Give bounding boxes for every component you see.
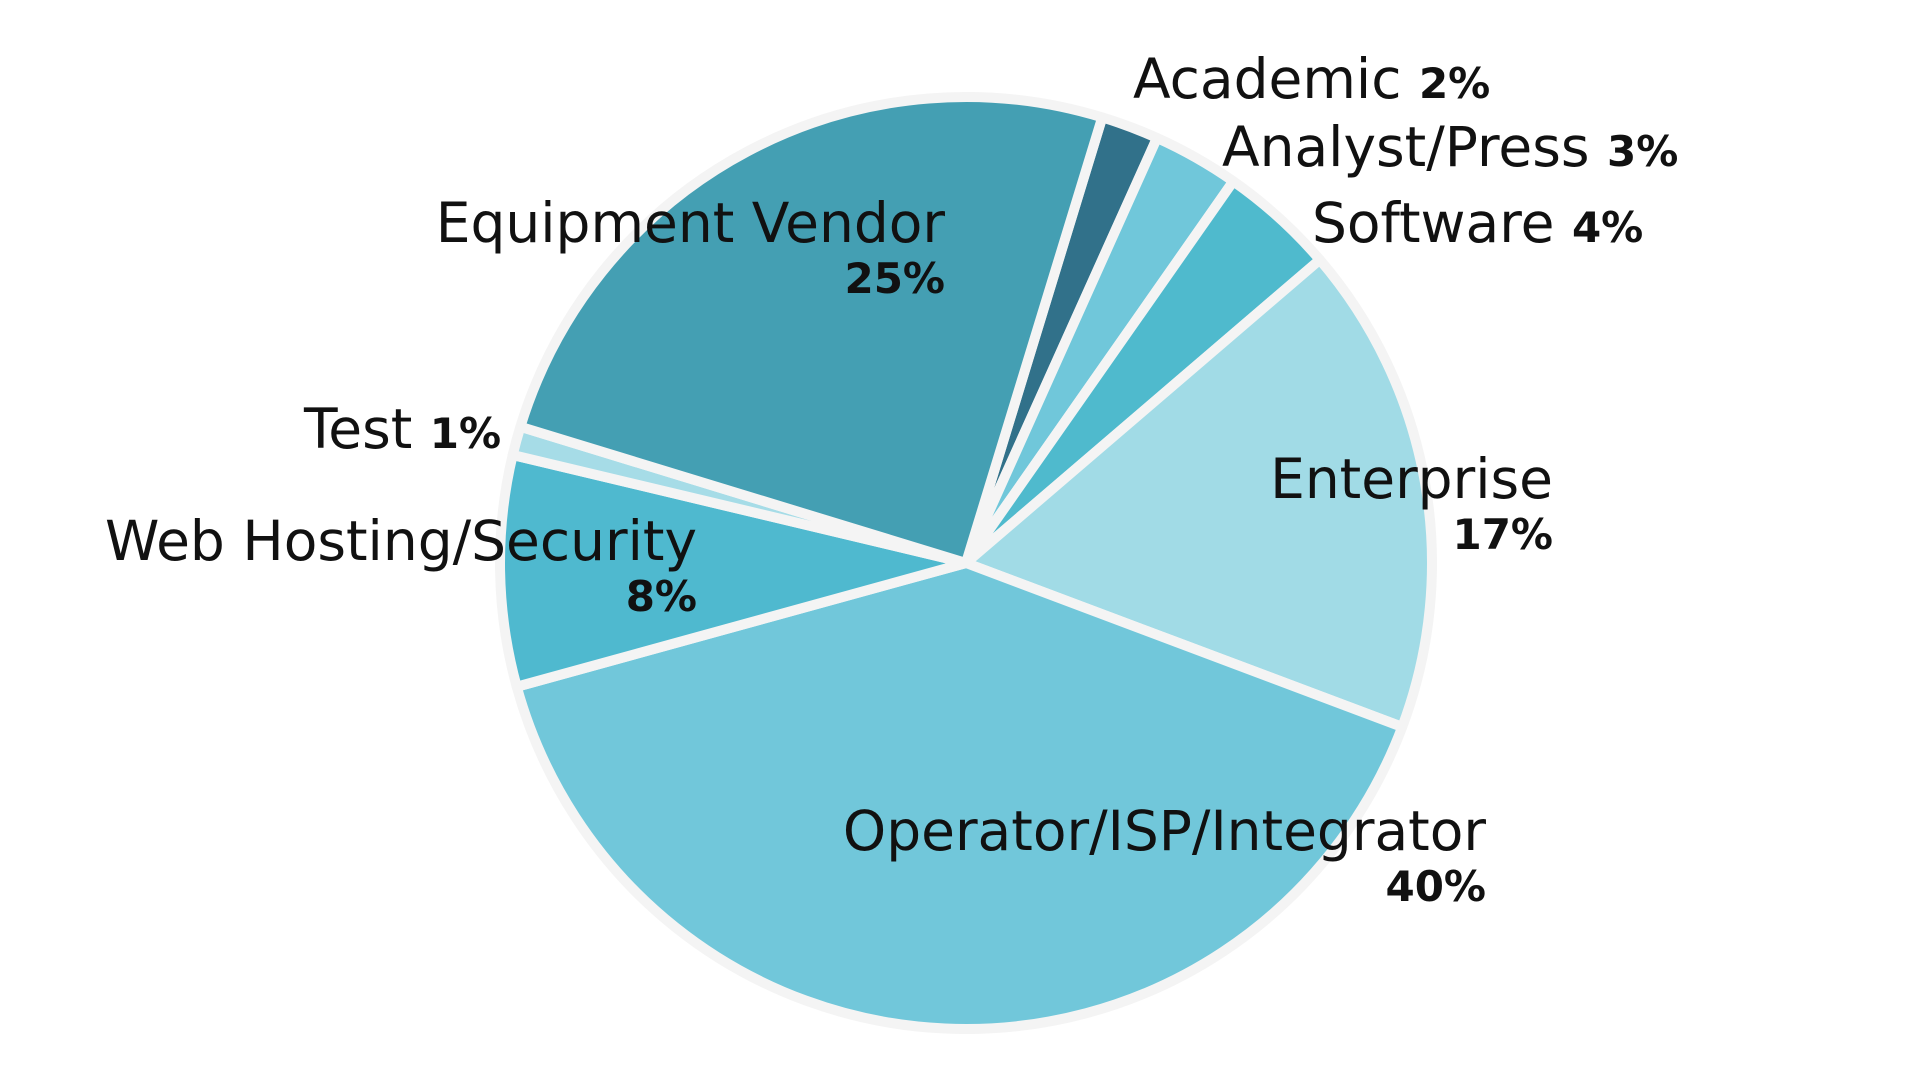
slice-value-test: 1% [429, 409, 502, 458]
pie-slices [495, 92, 1437, 1034]
slice-value-enterprise: 17% [1452, 510, 1553, 560]
pie-slice-operator-isp-integrator [511, 558, 1408, 1034]
slice-label-software: Software 4% [1312, 191, 1644, 255]
slice-category-academic: Academic [1133, 47, 1402, 111]
slice-label-enterprise: Enterprise 17% [1270, 447, 1553, 560]
slice-category-test: Test [304, 397, 413, 461]
slice-value-analyst-press: 3% [1607, 127, 1679, 176]
slice-category-enterprise: Enterprise [1270, 447, 1553, 511]
slice-category-software: Software [1312, 191, 1555, 255]
slice-label-academic: Academic 2% [1133, 47, 1491, 111]
slice-label-test: Test 1% [304, 397, 502, 461]
slice-value-web-hosting-security: 8% [625, 572, 697, 622]
slice-value-operator-isp-integrator: 40% [1385, 862, 1486, 912]
slice-category-analyst-press: Analyst/Press [1222, 115, 1590, 179]
pie-slice-equipment-vendor [515, 92, 1108, 568]
slice-value-equipment-vendor: 25% [844, 254, 945, 304]
pie-slice-enterprise [961, 254, 1437, 732]
slice-value-software: 4% [1571, 203, 1644, 252]
slice-category-equipment-vendor: Equipment Vendor [435, 191, 945, 255]
slice-value-academic: 2% [1418, 59, 1491, 108]
slice-label-equipment-vendor: Equipment Vendor 25% [435, 191, 945, 304]
slice-label-web-hosting-security: Web Hosting/Security 8% [104, 509, 697, 622]
pie-slice-web-hosting-security [495, 450, 971, 692]
slice-category-operator-isp-integrator: Operator/ISP/Integrator [842, 799, 1486, 863]
slice-label-operator-isp-integrator: Operator/ISP/Integrator 40% [842, 799, 1486, 912]
slice-category-web-hosting-security: Web Hosting/Security [104, 509, 697, 573]
slice-label-analyst-press: Analyst/Press 3% [1222, 115, 1679, 179]
